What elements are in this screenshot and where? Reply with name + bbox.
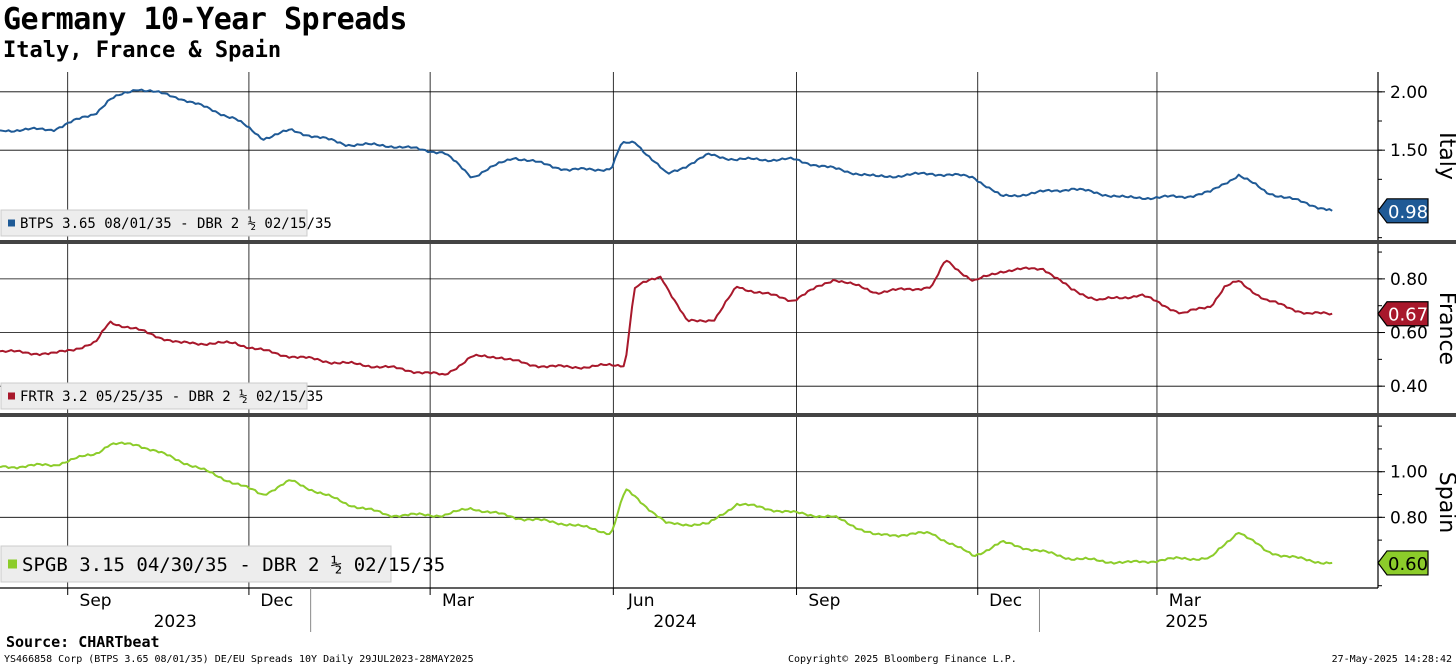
footer-timestamp: 27-May-2025 14:28:42 bbox=[1331, 654, 1452, 665]
footer-copyright: Copyright© 2025 Bloomberg Finance L.P. bbox=[788, 654, 1017, 665]
panel-separator bbox=[0, 413, 1456, 417]
series-line-spain bbox=[0, 441, 1333, 565]
y-tick-label: 0.80 bbox=[1390, 270, 1428, 290]
panel-axis-label-italy: Italy bbox=[1434, 132, 1456, 180]
last-value-label: 0.98 bbox=[1388, 202, 1428, 223]
legend-box bbox=[0, 382, 308, 410]
last-value-tag bbox=[1377, 198, 1429, 224]
x-month-label: Mar bbox=[442, 591, 474, 611]
legend-label: FRTR 3.2 05/25/35 - DBR 2 ½ 02/15/35 bbox=[20, 389, 323, 405]
y-tick-label: 0.40 bbox=[1390, 377, 1428, 397]
legend-label: BTPS 3.65 08/01/35 - DBR 2 ½ 02/15/35 bbox=[20, 216, 332, 232]
source-note: Source: CHARTbeat bbox=[6, 633, 160, 651]
x-month-label: Sep bbox=[80, 591, 112, 611]
chart-subtitle: Italy, France & Spain bbox=[3, 38, 282, 63]
series-line-italy bbox=[0, 88, 1333, 212]
x-month-label: Sep bbox=[808, 591, 840, 611]
panel-axis-label-spain: Spain bbox=[1434, 472, 1456, 533]
x-month-label: Dec bbox=[260, 591, 293, 611]
footer-security-info: YS466858 Corp (BTPS 3.65 08/01/35) DE/EU… bbox=[4, 654, 474, 665]
series-line-france bbox=[0, 259, 1333, 376]
x-year-label: 2025 bbox=[1165, 612, 1208, 632]
x-month-label: Mar bbox=[1169, 591, 1201, 611]
y-tick-label: 2.00 bbox=[1390, 83, 1428, 103]
x-year-label: 2024 bbox=[653, 612, 696, 632]
legend-swatch bbox=[8, 392, 15, 400]
panel-separator bbox=[0, 240, 1456, 244]
chart-title: Germany 10-Year Spreads bbox=[3, 2, 407, 37]
legend-swatch bbox=[8, 559, 17, 569]
x-month-label: Jun bbox=[627, 591, 655, 611]
legend-swatch bbox=[8, 219, 15, 227]
last-value-label: 0.67 bbox=[1388, 305, 1428, 326]
y-tick-label: 0.80 bbox=[1390, 508, 1428, 528]
y-tick-label: 1.50 bbox=[1390, 141, 1428, 161]
last-value-label: 0.60 bbox=[1388, 554, 1428, 575]
x-year-label: 2023 bbox=[154, 612, 197, 632]
y-tick-label: 1.00 bbox=[1390, 463, 1428, 483]
legend-box bbox=[0, 545, 392, 583]
legend-box bbox=[0, 209, 308, 237]
last-value-tag bbox=[1377, 550, 1429, 576]
last-value-tag bbox=[1377, 301, 1429, 327]
y-tick-label: 0.60 bbox=[1390, 324, 1428, 344]
legend-label: SPGB 3.15 04/30/35 - DBR 2 ½ 02/15/35 bbox=[22, 554, 445, 576]
panel-axis-label-france: France bbox=[1434, 292, 1456, 365]
x-month-label: Dec bbox=[989, 591, 1022, 611]
